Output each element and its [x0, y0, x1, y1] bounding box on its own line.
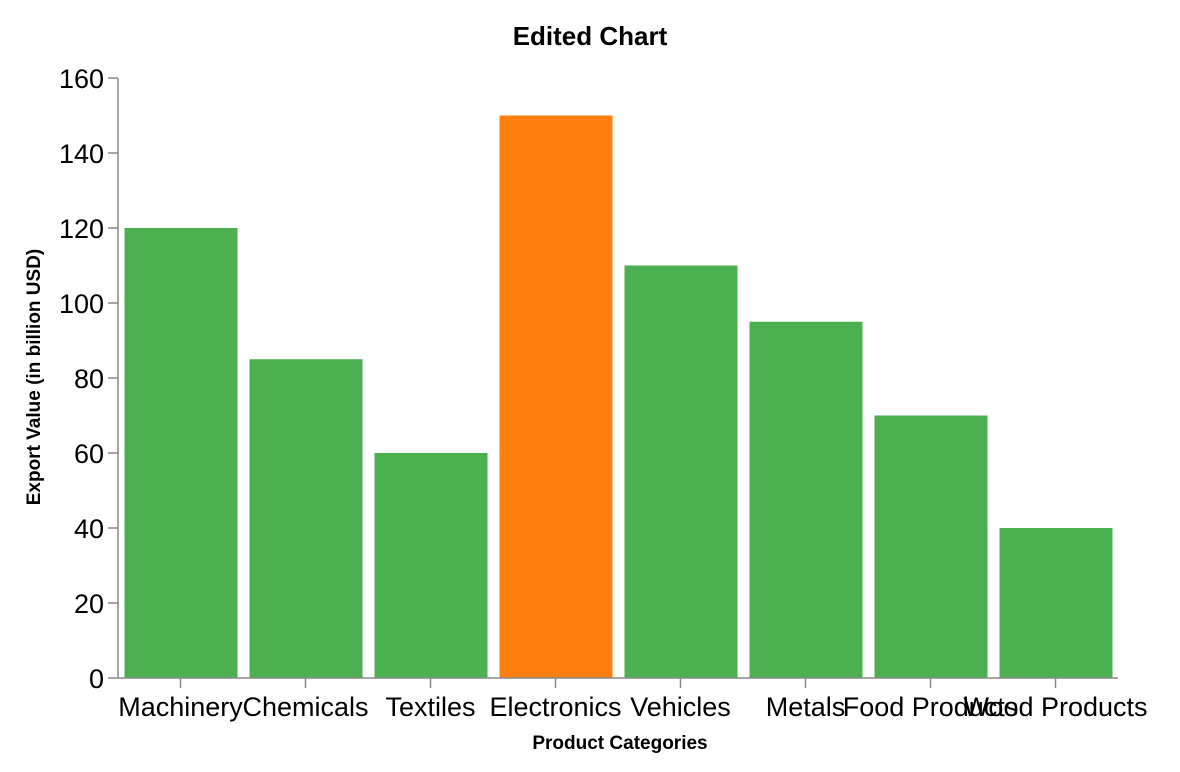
y-tick-label-60: 60 — [74, 439, 104, 469]
y-tick-label-20: 20 — [74, 589, 104, 619]
x-tick-label-textiles: Textiles — [385, 692, 475, 722]
y-tick-label-120: 120 — [59, 214, 104, 244]
bar-metals — [749, 321, 863, 678]
x-tick-label-chemicals: Chemicals — [242, 692, 368, 722]
chart-title: Edited Chart — [513, 21, 668, 51]
bar-machinery — [124, 228, 238, 678]
bar-food-products — [874, 415, 988, 678]
y-tick-label-160: 160 — [59, 64, 104, 94]
x-tick-label-machinery: Machinery — [118, 692, 243, 722]
bar-textiles — [374, 453, 488, 678]
x-tick-label-electronics: Electronics — [489, 692, 621, 722]
x-axis-title: Product Categories — [532, 733, 707, 754]
x-tick-label-food-products: Food Products — [843, 692, 1019, 722]
y-axis-title: Export Value (in billion USD) — [24, 249, 45, 506]
bar-electronics — [499, 115, 613, 678]
x-tick-label-metals: Metals — [766, 692, 846, 722]
y-tick-label-0: 0 — [89, 664, 104, 694]
plot-area: 0 20 40 60 80 100 120 140 160 Machinery Chemicals T… — [59, 64, 1148, 722]
x-tick-label-vehicles: Vehicles — [630, 692, 731, 722]
y-tick-label-100: 100 — [59, 289, 104, 319]
y-tick-label-80: 80 — [74, 364, 104, 394]
y-tick-label-140: 140 — [59, 139, 104, 169]
x-tick-label-wood-products: Wood Products — [963, 692, 1147, 722]
bar-chemicals — [249, 359, 363, 678]
bar-vehicles — [624, 265, 738, 678]
bar-wood-products — [999, 528, 1113, 678]
y-tick-label-40: 40 — [74, 514, 104, 544]
